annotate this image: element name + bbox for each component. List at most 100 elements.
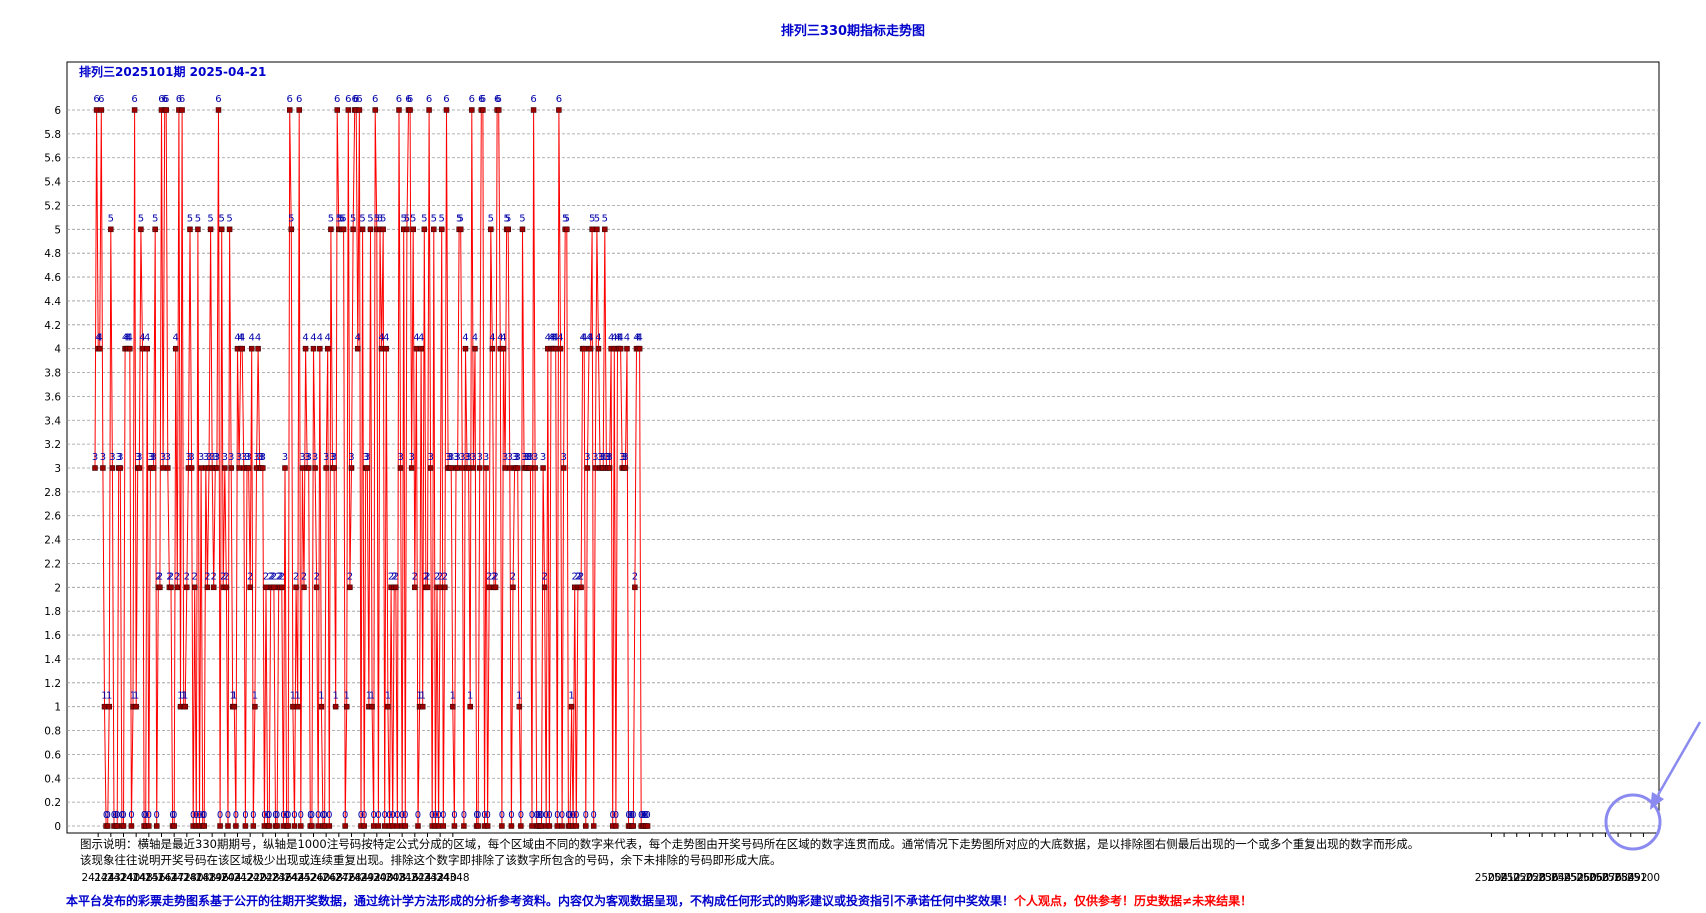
data-label: 4: [633, 333, 639, 344]
data-label: 0: [643, 810, 649, 821]
data-point: [317, 345, 323, 352]
data-label: 3: [465, 452, 471, 463]
data-label: 3: [92, 452, 98, 463]
x-tick-label: 24212: [221, 872, 254, 884]
data-point: [296, 107, 302, 113]
x-tick-label: 24276: [322, 872, 356, 884]
data-point: [440, 823, 447, 829]
data-label: 6: [176, 94, 182, 105]
data-label: 2: [268, 571, 274, 582]
data-label: 3: [109, 452, 115, 463]
data-point: [207, 226, 214, 233]
data-point: [462, 345, 469, 352]
data-label: 5: [152, 213, 158, 224]
y-tick-label: 3.8: [44, 368, 61, 380]
data-label: 0: [461, 810, 467, 821]
data-point: [592, 465, 599, 471]
data-point: [412, 584, 418, 591]
data-label: 2: [301, 571, 307, 582]
data-label: 2: [491, 571, 497, 582]
data-point: [529, 823, 535, 829]
data-point: [519, 226, 526, 233]
data-label: 2: [277, 571, 283, 582]
data-label: 1: [182, 691, 188, 702]
data-point: [507, 465, 513, 471]
data-point: [359, 226, 366, 233]
data-point: [475, 823, 481, 829]
data-point: [383, 345, 390, 352]
x-tick-label: 25060: [1563, 872, 1596, 884]
data-point: [236, 465, 242, 471]
x-axis-tick-labels: 2412424132241402414824156241642417224180…: [81, 833, 1660, 884]
data-point: [396, 107, 402, 113]
data-label: 3: [198, 452, 204, 463]
data-label: 2: [541, 571, 547, 582]
data-point: [408, 465, 415, 471]
data-label: 4: [551, 333, 557, 344]
data-point: [370, 823, 377, 829]
data-point: [313, 584, 320, 591]
data-label: 0: [641, 810, 647, 821]
data-point: [298, 823, 304, 829]
data-label: 4: [636, 333, 642, 344]
data-point: [294, 703, 301, 710]
data-label: 3: [511, 452, 517, 463]
data-label: 6: [372, 94, 378, 105]
data-point: [331, 465, 337, 471]
data-point: [630, 823, 637, 829]
data-point: [622, 465, 629, 471]
data-label: 0: [274, 810, 280, 821]
y-tick-label: 4.2: [44, 320, 61, 332]
data-point: [100, 465, 106, 471]
data-point: [378, 345, 385, 352]
data-point: [279, 584, 285, 591]
data-point: [404, 226, 410, 233]
data-label: 3: [507, 452, 513, 463]
data-label: 0: [242, 810, 248, 821]
data-label: 0: [554, 810, 560, 821]
data-point: [415, 823, 421, 829]
data-label: 3: [397, 452, 403, 463]
data-label: 0: [154, 810, 160, 821]
data-point: [139, 345, 146, 352]
data-point: [195, 226, 201, 233]
data-label: 4: [581, 333, 587, 344]
data-label: 0: [567, 810, 573, 821]
data-label: 0: [508, 810, 514, 821]
x-tick-label: 25028: [1513, 872, 1546, 884]
y-tick-label: 3.4: [44, 415, 61, 427]
data-label: 3: [453, 452, 459, 463]
data-point: [263, 584, 269, 591]
data-point: [198, 465, 204, 471]
data-label: 3: [621, 452, 627, 463]
data-point: [369, 703, 375, 710]
data-label: 2: [578, 571, 584, 582]
data-point: [527, 465, 534, 471]
y-tick-label: 1: [54, 702, 61, 714]
data-label: 4: [122, 333, 128, 344]
data-label: 0: [326, 810, 332, 821]
data-point: [457, 226, 464, 233]
data-point: [381, 823, 388, 829]
data-label: 3: [160, 452, 166, 463]
data-label: 1: [516, 691, 522, 702]
data-point: [484, 823, 491, 829]
data-point: [225, 823, 231, 829]
data-label: 2: [492, 571, 498, 582]
data-label: 0: [429, 810, 435, 821]
x-tick-label: 24148: [119, 872, 152, 884]
x-tick-label: 24204: [208, 872, 242, 884]
data-point: [514, 465, 521, 471]
data-label: 4: [173, 333, 179, 344]
data-label: 0: [382, 810, 388, 821]
data-label: 0: [499, 810, 505, 821]
data-point: [554, 823, 561, 829]
data-point: [480, 107, 486, 113]
data-label: 6: [426, 94, 432, 105]
x-tick-label: 24172: [157, 872, 190, 884]
data-label: 1: [252, 691, 258, 702]
data-label: 5: [108, 213, 114, 224]
data-label: 3: [116, 452, 122, 463]
data-label: 0: [142, 810, 148, 821]
data-label: 0: [119, 810, 125, 821]
